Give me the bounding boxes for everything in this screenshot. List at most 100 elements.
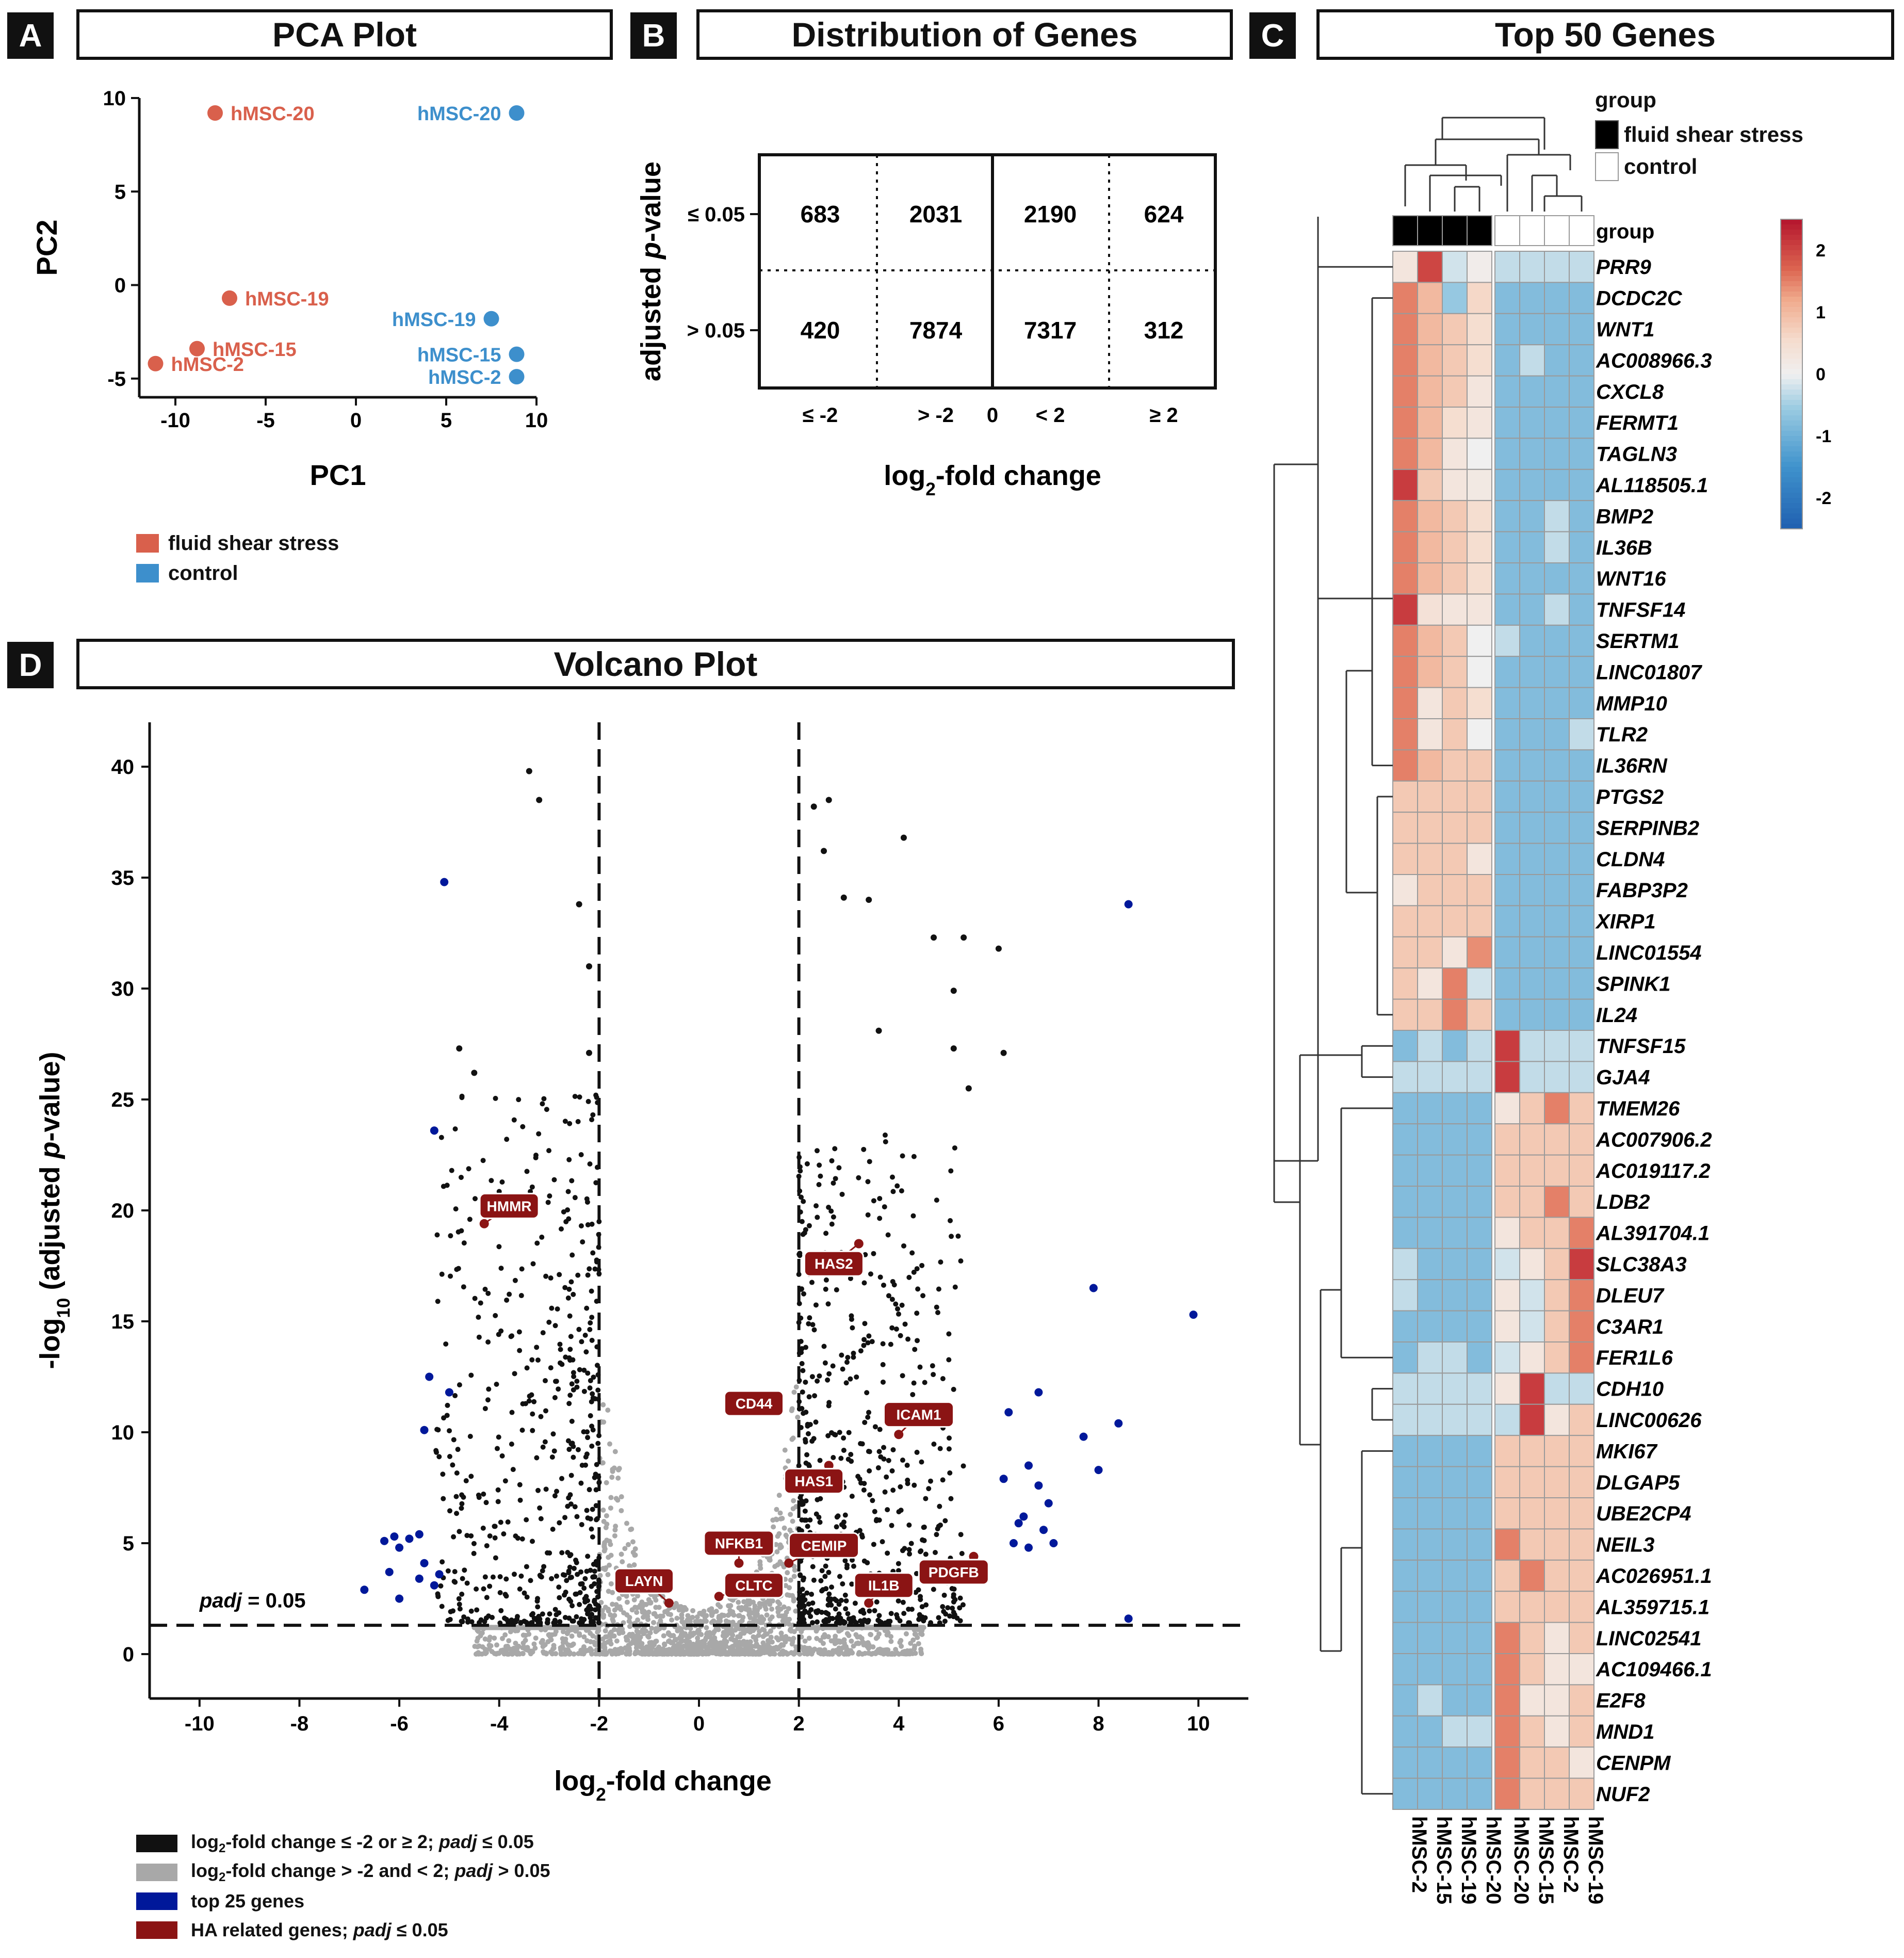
volcano-sig-point [815, 1378, 820, 1384]
volcano-ha-label-box [703, 1530, 775, 1557]
volcano-sig-point [534, 1240, 540, 1246]
pca-point-label: hMSC-15 [213, 339, 297, 361]
volcano-sig-point [457, 1606, 463, 1612]
volcano-sig-point [569, 1603, 575, 1609]
volcano-sig-point [590, 1507, 595, 1512]
heatmap-cell [1417, 998, 1443, 1031]
heatmap-cell [1494, 1186, 1520, 1218]
volcano-nonsig-point [505, 1651, 510, 1657]
volcano-nonsig-point [671, 1605, 677, 1610]
colorbar-segment [1781, 302, 1802, 308]
volcano-sig-point [450, 1608, 456, 1614]
heatmap-cell [1392, 624, 1418, 657]
dist-cell-value: 2190 [1024, 201, 1077, 228]
volcano-sig-point [589, 1526, 594, 1532]
heatmap-cell [1392, 687, 1418, 719]
volcano-sig-point [471, 1550, 477, 1556]
volcano-sig-point [558, 1226, 564, 1232]
heatmap-row-label: FABP3P2 [1596, 879, 1688, 902]
volcano-top25-point [395, 1594, 404, 1603]
volcano-sig-point [876, 1449, 882, 1454]
volcano-sig-point [457, 1529, 462, 1534]
heatmap-cell [1442, 1092, 1468, 1125]
volcano-sig-point [587, 1385, 593, 1391]
volcano-sig-point [947, 1470, 953, 1476]
heatmap-cell [1392, 718, 1418, 751]
volcano-sig-point [886, 1293, 891, 1299]
volcano-sig-point [575, 1119, 581, 1124]
volcano-top25-point [1014, 1519, 1023, 1528]
volcano-y-tick-label: 30 [111, 978, 135, 1000]
heatmap-cell [1544, 1248, 1570, 1281]
heatmap-cell [1544, 1217, 1570, 1249]
volcano-sig-point [563, 1354, 568, 1360]
volcano-sig-point [813, 1610, 819, 1615]
volcano-sig-point [842, 1558, 848, 1563]
volcano-sig-point [557, 1595, 562, 1600]
volcano-sig-point [810, 1620, 816, 1626]
volcano-nonsig-point [551, 1643, 557, 1648]
volcano-nonsig-point [610, 1649, 616, 1655]
volcano-sig-point [832, 1596, 837, 1602]
volcano-sig-point [901, 1611, 907, 1616]
volcano-top25-point [1124, 900, 1133, 909]
heatmap-cell [1442, 812, 1468, 844]
heatmap-cell [1569, 1372, 1594, 1405]
volcano-top25-point [405, 1534, 414, 1543]
volcano-sig-point [448, 1273, 453, 1279]
volcano-sig-point [590, 1427, 596, 1433]
volcano-sig-point [490, 1574, 496, 1580]
volcano-top25-point [1089, 1284, 1098, 1292]
volcano-nonsig-point [654, 1651, 659, 1657]
volcano-sig-point [880, 1362, 886, 1367]
heatmap-row-label: WNT1 [1596, 318, 1654, 341]
volcano-nonsig-point [543, 1650, 549, 1656]
volcano-sig-point [586, 963, 592, 969]
heatmap-cell [1467, 1154, 1492, 1187]
volcano-nonsig-point [875, 1647, 881, 1653]
volcano-nonsig-point [777, 1542, 783, 1548]
heatmap-cell [1569, 1653, 1594, 1686]
volcano-sig-point [517, 1348, 523, 1353]
volcano-sig-point [573, 1591, 578, 1597]
volcano-nonsig-point [475, 1644, 480, 1649]
colorbar-segment [1781, 384, 1802, 390]
volcano-legend-item-sig: log2-fold change ≤ -2 or ≥ 2; padj ≤ 0.0… [136, 1829, 550, 1858]
volcano-sig-point [578, 1223, 584, 1229]
volcano-nonsig-point [592, 1642, 598, 1647]
heatmap-cell [1467, 967, 1492, 1000]
volcano-sig-point [567, 1575, 573, 1580]
volcano-sig-point [823, 1286, 828, 1292]
volcano-sig-point [838, 1597, 844, 1603]
volcano-sig-point [496, 1244, 502, 1250]
volcano-sig-point [497, 1574, 503, 1580]
volcano-nonsig-point [791, 1596, 796, 1601]
volcano-nonsig-point [777, 1601, 783, 1607]
volcano-nonsig-point [648, 1600, 654, 1606]
heatmap-cell [1392, 1715, 1418, 1748]
heatmap-cell [1569, 1746, 1594, 1779]
volcano-sig-point [562, 1515, 568, 1520]
volcano-nonsig-point [612, 1449, 618, 1454]
heatmap-cell [1417, 1622, 1443, 1655]
heatmap-cell [1544, 967, 1570, 1000]
heatmap-cell [1569, 1497, 1594, 1530]
volcano-sig-point [474, 1607, 480, 1613]
heatmap-cell [1569, 251, 1594, 283]
volcano-nonsig-point [604, 1480, 609, 1485]
heatmap-cell [1544, 1279, 1570, 1312]
volcano-nonsig-point [739, 1605, 744, 1610]
volcano-sig-point [934, 1304, 939, 1310]
volcano-nonsig-point [666, 1646, 672, 1652]
volcano-sig-point [877, 1216, 883, 1221]
volcano-sig-point [861, 1146, 867, 1152]
volcano-sig-point [460, 1576, 465, 1581]
volcano-ha-label: IL1B [868, 1578, 900, 1594]
volcano-sig-point [590, 1112, 596, 1118]
volcano-sig-point [557, 1520, 562, 1526]
colorbar-tick-label: 0 [1816, 365, 1826, 384]
volcano-nonsig-point [568, 1625, 574, 1630]
heatmap-cell [1544, 1746, 1570, 1779]
volcano-sig-point [848, 1275, 853, 1281]
